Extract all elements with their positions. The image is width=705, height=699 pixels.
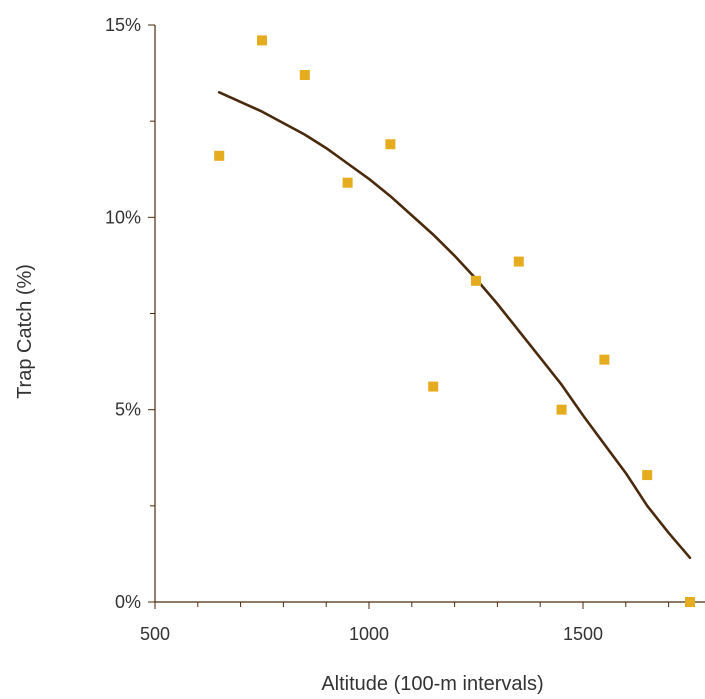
- data-point: [513, 256, 524, 267]
- data-point: [299, 70, 310, 81]
- x-tick-label: 1500: [563, 624, 603, 644]
- tick-marks: [148, 24, 670, 609]
- x-tick-label: 1000: [349, 624, 389, 644]
- data-point: [599, 354, 610, 365]
- data-point: [385, 139, 396, 150]
- data-point: [556, 404, 567, 415]
- data-point: [428, 381, 439, 392]
- data-point: [342, 177, 353, 188]
- y-tick-label: 15%: [105, 15, 141, 35]
- y-tick-label: 0%: [115, 592, 141, 612]
- tick-labels: 0% 5% 10% 15% 500 1000 1500: [105, 15, 603, 644]
- data-point: [685, 597, 695, 607]
- trend-line: [217, 91, 692, 560]
- x-axis-title: Altitude (100-m intervals): [321, 673, 543, 695]
- data-point: [214, 150, 225, 161]
- data-points: [214, 35, 695, 607]
- y-tick-label: 5%: [115, 400, 141, 420]
- y-axis-title: Trap Catch (%): [14, 264, 36, 399]
- x-tick-label: 500: [140, 624, 170, 644]
- data-point: [257, 35, 267, 46]
- data-point: [471, 275, 481, 286]
- y-tick-label: 10%: [105, 207, 141, 227]
- data-point: [642, 470, 653, 481]
- axes: [154, 25, 705, 603]
